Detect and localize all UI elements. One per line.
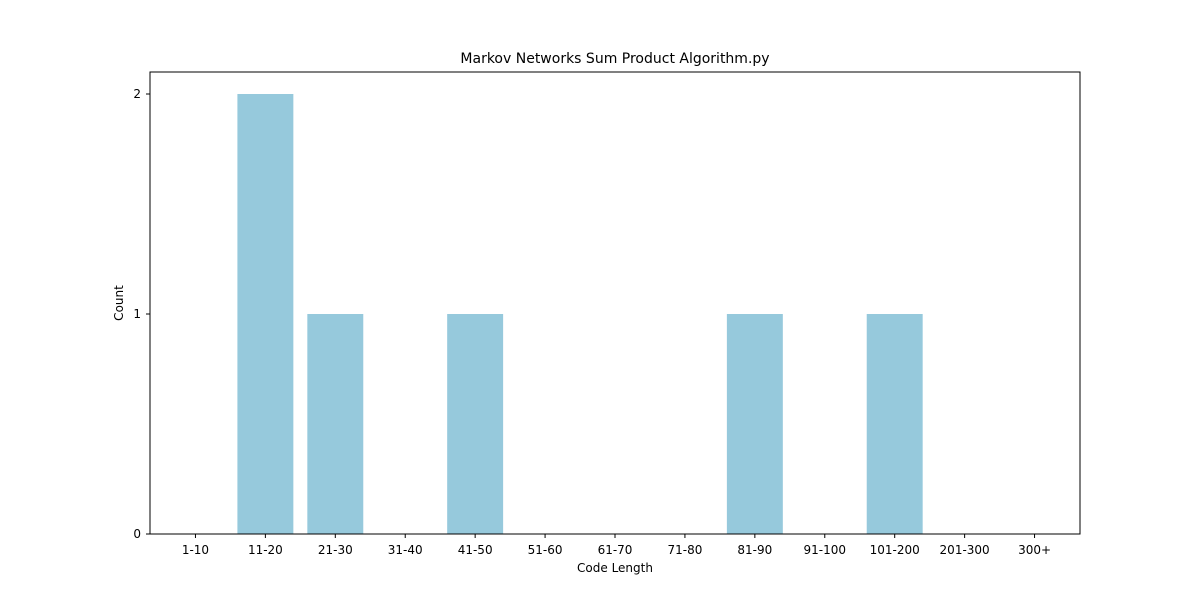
x-tick-label: 300+ <box>1018 543 1051 557</box>
y-tick-label: 1 <box>133 307 141 321</box>
bar-81-90 <box>726 314 783 534</box>
bars-group <box>237 94 923 534</box>
x-axis-label: Code Length <box>577 561 653 575</box>
x-tick-label: 101-200 <box>870 543 920 557</box>
x-axis-ticks: 1-10 11-20 21-30 31-40 41-50 51-60 61-70 71-80 8… <box>182 534 1051 557</box>
x-tick-label: 61-70 <box>598 543 633 557</box>
bar-11-20 <box>237 94 294 534</box>
x-tick-label: 51-60 <box>528 543 563 557</box>
y-tick-label: 0 <box>133 527 141 541</box>
x-tick-label: 11-20 <box>248 543 283 557</box>
bar-41-50 <box>447 314 504 534</box>
x-tick-label: 31-40 <box>388 543 423 557</box>
y-axis-label: Count <box>112 285 126 321</box>
chart-title: Markov Networks Sum Product Algorithm.py <box>460 51 769 67</box>
x-tick-label: 201-300 <box>940 543 990 557</box>
x-tick-label: 1-10 <box>182 543 209 557</box>
x-tick-label: 91-100 <box>804 543 847 557</box>
y-axis-ticks: 0 1 2 <box>133 87 150 541</box>
x-tick-label: 21-30 <box>318 543 353 557</box>
bar-101-200 <box>866 314 923 534</box>
bar-21-30 <box>307 314 364 534</box>
x-tick-label: 81-90 <box>737 543 772 557</box>
x-tick-label: 41-50 <box>458 543 493 557</box>
x-tick-label: 71-80 <box>667 543 702 557</box>
y-tick-label: 2 <box>133 87 141 101</box>
